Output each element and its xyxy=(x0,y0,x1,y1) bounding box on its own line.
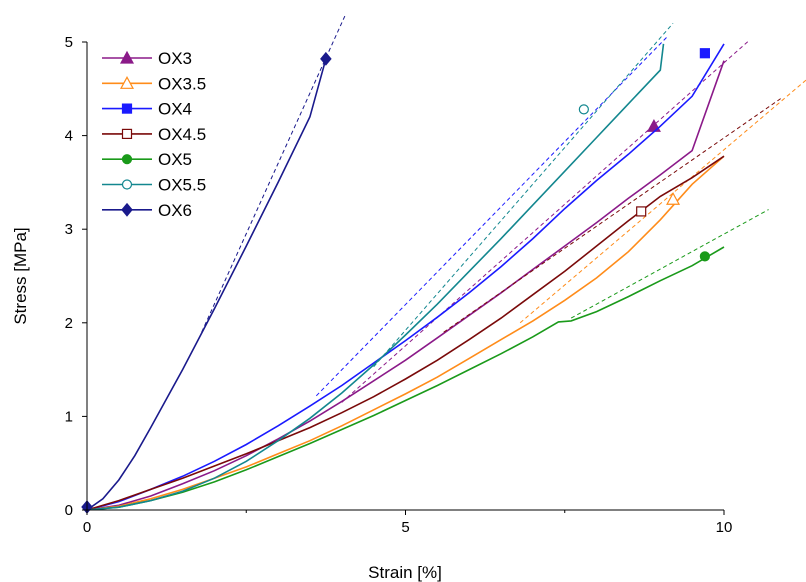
y-tick-label: 0 xyxy=(65,502,73,519)
data-point-marker xyxy=(637,207,646,216)
legend-label: OX4.5 xyxy=(158,125,206,144)
data-point-marker xyxy=(667,193,679,204)
data-point-marker xyxy=(321,53,331,65)
legend-label: OX5.5 xyxy=(158,176,206,195)
legend-item: OX5.5 xyxy=(102,176,206,195)
legend-item: OX4 xyxy=(102,100,192,119)
data-point-marker xyxy=(700,252,709,261)
data-point-marker xyxy=(700,49,709,58)
x-axis-label: Strain [%] xyxy=(368,563,442,582)
legend-item: OX4.5 xyxy=(102,125,206,144)
series-line xyxy=(87,59,326,510)
x-tick-label: 10 xyxy=(716,519,733,536)
legend-label: OX3.5 xyxy=(158,74,206,93)
legend-item: OX3 xyxy=(102,49,192,68)
legend: OX3 OX3.5 OX4 OX4.5 OX5 OX5.5 OX6 xyxy=(102,49,206,220)
fit-line xyxy=(520,79,806,322)
legend-marker xyxy=(123,129,132,138)
legend-label: OX5 xyxy=(158,150,192,169)
y-tick-label: 5 xyxy=(65,34,73,51)
y-tick-label: 4 xyxy=(65,128,73,145)
series-OX5.5 xyxy=(87,23,673,510)
y-tick-label: 2 xyxy=(65,315,73,332)
fit-line xyxy=(202,16,345,332)
legend-label: OX6 xyxy=(158,201,192,220)
fit-line xyxy=(571,210,768,319)
legend-label: OX4 xyxy=(158,100,192,119)
y-tick-label: 1 xyxy=(65,408,73,425)
legend-item: OX3.5 xyxy=(102,74,206,93)
x-tick-label: 0 xyxy=(83,519,91,536)
series-OX5 xyxy=(87,210,769,510)
legend-marker xyxy=(123,180,132,189)
x-tick-label: 5 xyxy=(401,519,409,536)
legend-item: OX5 xyxy=(102,150,192,169)
legend-marker xyxy=(123,155,132,164)
y-axis-label: Stress [MPa] xyxy=(11,227,30,324)
fit-line xyxy=(374,23,673,367)
legend-item: OX6 xyxy=(102,201,192,220)
fit-line xyxy=(342,40,750,402)
legend-marker xyxy=(122,204,132,216)
y-tick-label: 3 xyxy=(65,221,73,238)
series-OX6 xyxy=(87,16,345,510)
data-point-marker xyxy=(579,105,588,114)
legend-marker xyxy=(123,104,132,113)
legend-label: OX3 xyxy=(158,49,192,68)
